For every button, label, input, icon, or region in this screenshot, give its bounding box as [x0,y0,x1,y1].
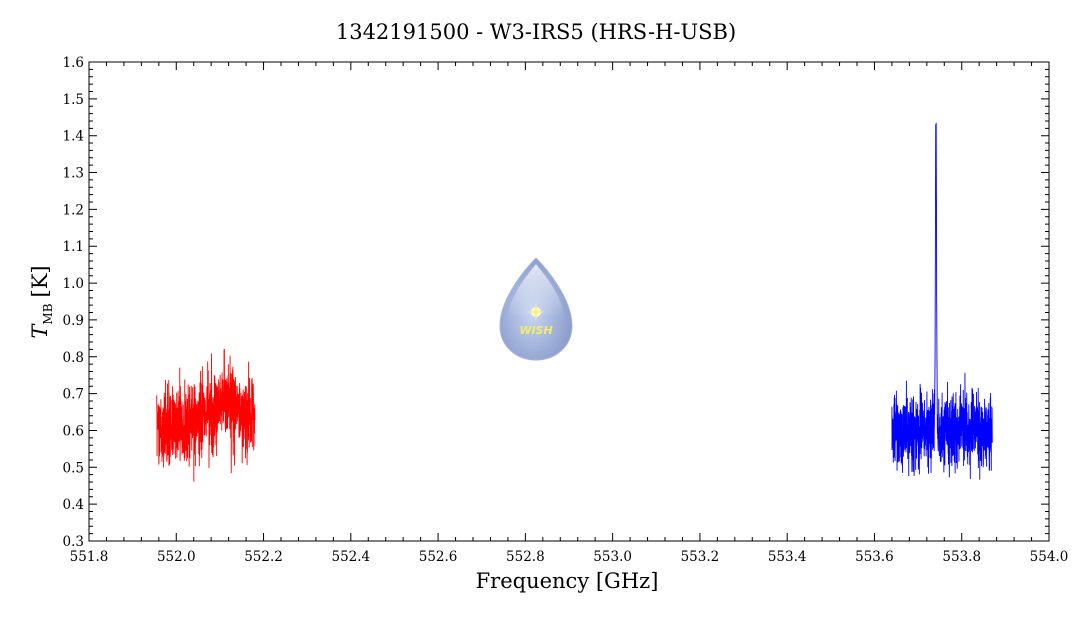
x-tick-labels: 551.8 552.0 552.2 552.4 552.6 552.8 553.0 553.2… [70,549,1069,565]
spectrum-series-group [156,122,993,482]
y-tick-label: 0.4 [63,497,84,513]
x-tick-label: 553.2 [681,549,720,565]
sparkle-icon [527,303,545,321]
x-tick-label: 552.6 [419,549,458,565]
y-tick-label: 0.9 [63,313,84,329]
x-tick-label: 553.4 [768,549,807,565]
y-tick-label: 1.2 [63,202,84,218]
y-tick-label: 1.0 [63,276,84,292]
x-axis-label: Frequency [GHz] [476,569,659,593]
x-tick-label: 553.8 [942,549,981,565]
y-tick-label: 0.7 [63,387,84,403]
wish-logo: WISH [499,257,573,361]
tick-marks [88,61,1050,542]
y-tick-labels: 0.3 0.4 0.5 0.6 0.7 0.8 0.9 1.0 1.1 1.2 1.3 1.4 1.5 1… [63,55,84,550]
x-tick-label: 553.0 [593,549,632,565]
y-axis-label-unit: [K] [28,265,52,297]
y-tick-label: 0.3 [63,534,84,550]
y-tick-label: 1.6 [63,55,84,71]
y-tick-label: 1.5 [63,92,84,108]
y-tick-label: 0.8 [63,350,84,366]
plot-frame [88,61,1050,542]
x-tick-label: 551.8 [70,549,109,565]
svg-text:TMB[K]: TMB [K] [28,265,55,338]
x-tick-label: 552.0 [157,549,196,565]
y-tick-label: 1.3 [63,166,84,182]
axis-ticks [88,61,1050,542]
spectrum-series-1 [891,122,993,480]
y-tick-label: 0.6 [63,423,84,439]
x-tick-label: 554.0 [1030,549,1069,565]
x-tick-label: 552.2 [244,549,283,565]
chart-title: 1342191500 - W3-IRS5 (HRS-H-USB) [336,20,736,44]
y-axis-label-main: T [28,323,52,339]
y-axis-label-sub: MB [41,303,55,324]
x-tick-label: 552.8 [506,549,545,565]
logo-text: WISH [519,324,552,337]
y-tick-label: 1.1 [63,239,84,255]
y-tick-label: 0.5 [63,460,84,476]
spectrum-series-0 [156,349,256,482]
x-tick-label: 552.4 [331,549,370,565]
y-tick-label: 1.4 [63,129,84,145]
x-tick-label: 553.6 [855,549,894,565]
y-axis-label: TMB [K] [28,265,55,338]
